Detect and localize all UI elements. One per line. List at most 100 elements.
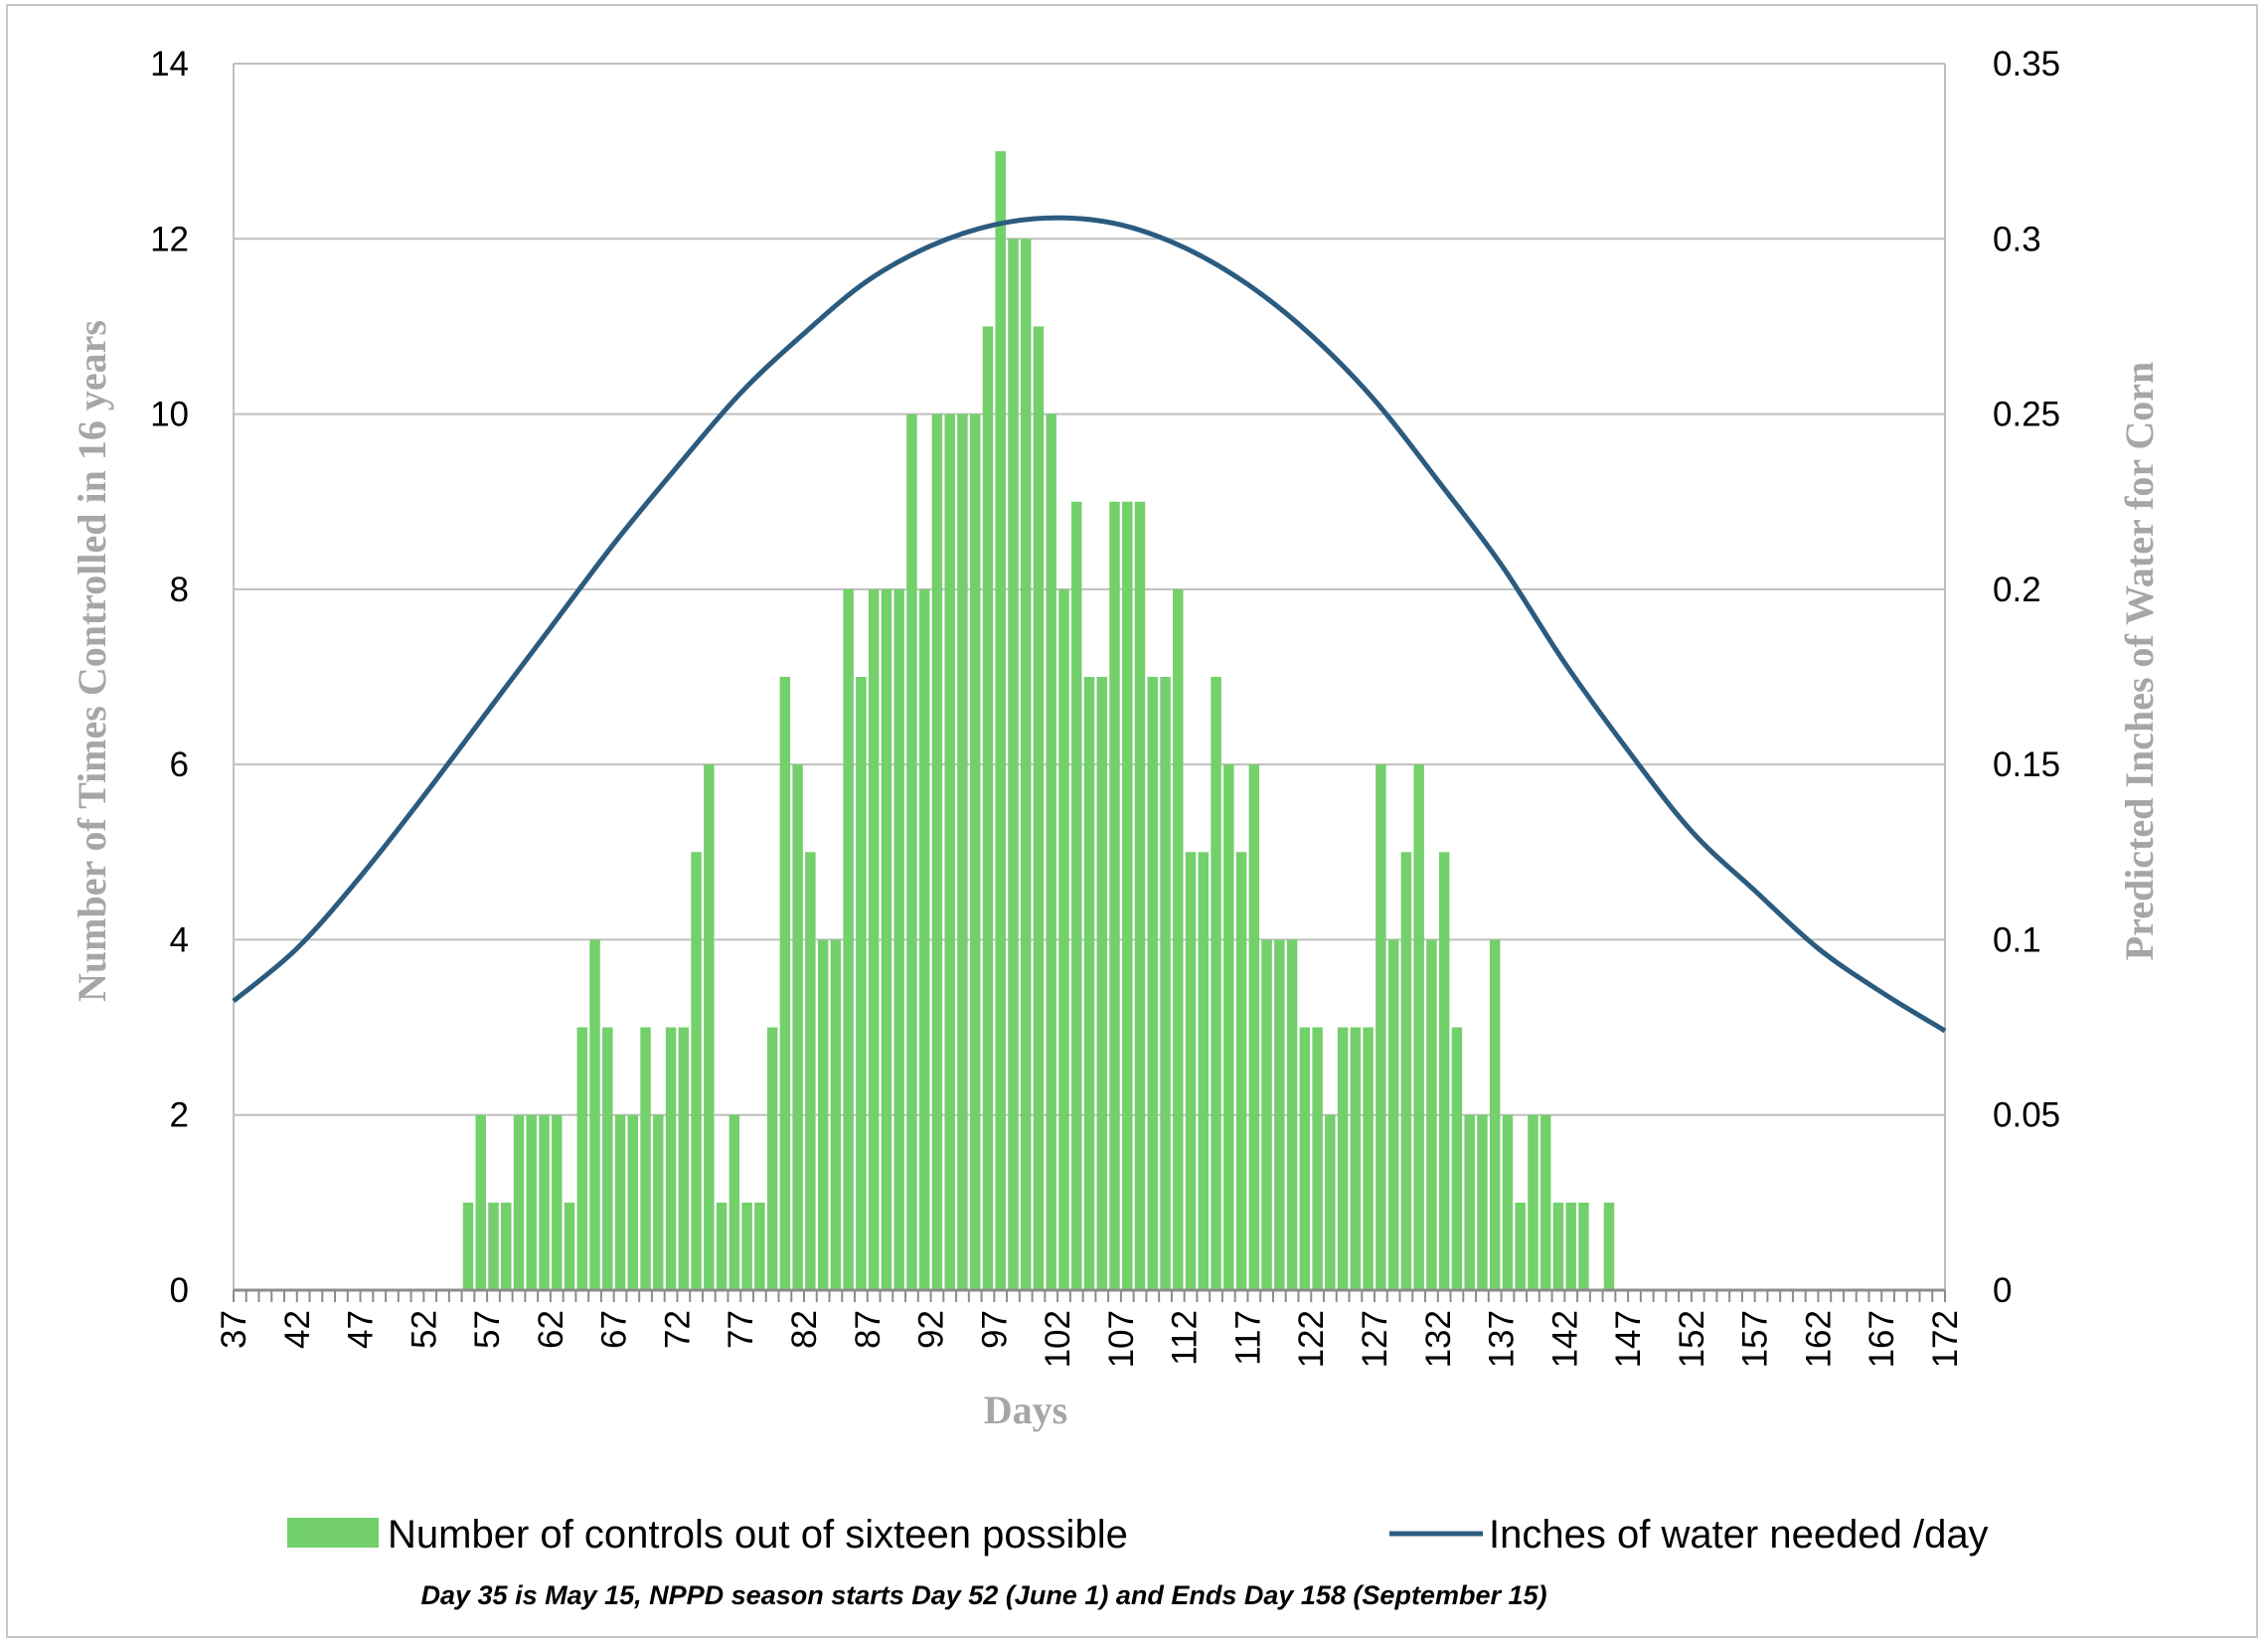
bar-day-64 xyxy=(564,1202,575,1290)
x-tick-label: 72 xyxy=(658,1310,697,1349)
bar-day-126 xyxy=(1350,1027,1362,1290)
bar-day-129 xyxy=(1387,939,1399,1290)
bar-day-131 xyxy=(1413,764,1424,1290)
bar-day-71 xyxy=(653,1114,664,1290)
bar-day-81 xyxy=(779,677,791,1290)
y-right-tick-label: 0.05 xyxy=(1993,1096,2060,1135)
bar-day-68 xyxy=(614,1114,626,1290)
x-tick-label: 167 xyxy=(1863,1310,1901,1368)
legend-label-line: Inches of water needed /day xyxy=(1489,1513,1989,1557)
bar-day-97 xyxy=(982,326,994,1290)
bar-day-88 xyxy=(868,588,880,1290)
bar-day-137 xyxy=(1489,939,1501,1290)
bar-day-123 xyxy=(1312,1027,1323,1290)
bar-day-67 xyxy=(602,1027,613,1290)
bar-day-89 xyxy=(881,588,892,1290)
bar-day-119 xyxy=(1261,939,1272,1290)
y-left-tick-label: 2 xyxy=(170,1096,189,1135)
bar-day-72 xyxy=(665,1027,677,1290)
x-tick-label: 157 xyxy=(1736,1310,1775,1368)
bar-day-65 xyxy=(576,1027,588,1290)
right-axis-title: Predicted Inches of Water for Corn xyxy=(2117,362,2162,961)
bar-day-144 xyxy=(1578,1202,1589,1290)
x-tick-label: 152 xyxy=(1673,1310,1711,1368)
x-tick-label: 37 xyxy=(215,1310,253,1349)
bar-day-60 xyxy=(513,1114,525,1290)
footnote: Day 35 is May 15, NPPD season starts Day… xyxy=(421,1580,1547,1610)
x-tick-label: 122 xyxy=(1292,1310,1331,1368)
x-tick-label: 107 xyxy=(1102,1310,1141,1368)
axes xyxy=(233,64,1946,1302)
x-tick-label: 47 xyxy=(342,1310,381,1349)
x-tick-label: 62 xyxy=(532,1310,570,1349)
x-tick-label: 87 xyxy=(849,1310,888,1349)
bar-day-134 xyxy=(1451,1027,1463,1290)
bar-day-132 xyxy=(1426,939,1437,1290)
bar-day-73 xyxy=(678,1027,690,1290)
bar-day-112 xyxy=(1173,588,1184,1290)
x-tick-label: 92 xyxy=(912,1310,951,1349)
bar-day-138 xyxy=(1502,1114,1514,1290)
y-left-tick-label: 8 xyxy=(170,571,189,609)
bar-day-83 xyxy=(805,852,816,1290)
bar-day-91 xyxy=(906,413,917,1291)
y-right-tick-label: 0.25 xyxy=(1993,396,2060,434)
bar-day-133 xyxy=(1438,852,1450,1290)
bar-day-79 xyxy=(754,1202,765,1290)
bar-day-104 xyxy=(1071,501,1082,1290)
bar-day-143 xyxy=(1565,1202,1576,1290)
bar-day-87 xyxy=(856,677,867,1290)
x-axis-title: Days xyxy=(984,1388,1067,1432)
bar-day-135 xyxy=(1464,1114,1475,1290)
bar-day-111 xyxy=(1160,677,1171,1290)
x-tick-label: 117 xyxy=(1228,1310,1267,1366)
bar-day-70 xyxy=(640,1027,651,1290)
bar-day-108 xyxy=(1122,501,1133,1290)
x-tick-label: 132 xyxy=(1419,1310,1458,1368)
bar-day-105 xyxy=(1083,677,1095,1290)
bar-day-122 xyxy=(1299,1027,1311,1290)
bar-day-98 xyxy=(995,151,1006,1291)
x-tick-label: 52 xyxy=(405,1310,443,1349)
bar-day-101 xyxy=(1033,326,1045,1290)
y-right-tick-label: 0.2 xyxy=(1993,571,2041,609)
bar-series xyxy=(462,151,1615,1291)
tick-labels: 0 2 4 6 8 10 12 14 0 0.05 0.1 0.15 0.2 0.25 0.3 0.35 37 4… xyxy=(150,45,2060,1368)
bar-day-61 xyxy=(526,1114,537,1290)
x-tick-label: 112 xyxy=(1166,1310,1205,1366)
legend: Number of controls out of sixteen possib… xyxy=(287,1513,1989,1557)
bar-day-56 xyxy=(462,1202,474,1290)
bar-day-94 xyxy=(944,413,955,1291)
bar-day-136 xyxy=(1477,1114,1488,1290)
y-left-tick-label: 14 xyxy=(150,45,189,83)
bar-day-86 xyxy=(843,588,854,1290)
bar-day-115 xyxy=(1211,677,1221,1290)
bar-day-69 xyxy=(627,1114,639,1290)
bar-day-128 xyxy=(1376,764,1386,1290)
y-left-tick-label: 0 xyxy=(170,1271,189,1310)
bar-day-121 xyxy=(1286,939,1298,1290)
y-right-tick-label: 0.15 xyxy=(1993,745,2060,784)
bar-day-95 xyxy=(957,413,968,1291)
x-tick-label: 102 xyxy=(1039,1310,1077,1368)
y-right-tick-label: 0.1 xyxy=(1993,920,2041,959)
y-left-tick-label: 10 xyxy=(150,396,189,434)
x-tick-label: 77 xyxy=(722,1310,760,1349)
bar-day-130 xyxy=(1400,852,1412,1290)
left-axis-title: Number of Times Controlled in 16 years xyxy=(70,320,114,1002)
bar-day-92 xyxy=(918,588,930,1290)
bar-day-114 xyxy=(1198,852,1210,1290)
bar-day-57 xyxy=(475,1114,486,1290)
bar-day-78 xyxy=(741,1202,752,1290)
chart-frame xyxy=(6,4,2258,1638)
bar-day-102 xyxy=(1046,413,1056,1291)
x-tick-label: 57 xyxy=(468,1310,507,1349)
bar-day-140 xyxy=(1528,1114,1539,1290)
bar-day-107 xyxy=(1109,501,1120,1290)
bar-day-116 xyxy=(1223,764,1234,1290)
bar-day-124 xyxy=(1325,1114,1336,1290)
bar-day-141 xyxy=(1539,1114,1551,1290)
x-tick-label: 172 xyxy=(1926,1310,1965,1368)
bar-day-84 xyxy=(817,939,829,1290)
y-right-tick-label: 0.3 xyxy=(1993,220,2041,258)
